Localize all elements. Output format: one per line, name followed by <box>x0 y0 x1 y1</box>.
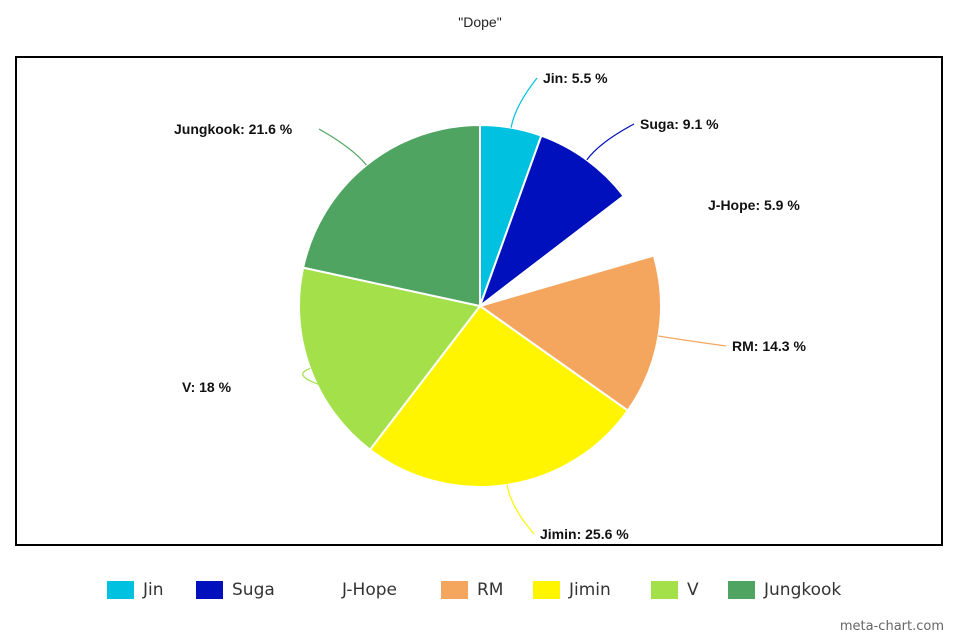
legend-label-v: V <box>687 580 699 600</box>
legend-label-jimin: Jimin <box>569 580 611 600</box>
legend-swatch-suga <box>196 581 223 599</box>
watermark: meta-chart.com <box>839 619 944 634</box>
slice-label-suga: Suga: 9.1 % <box>640 116 719 132</box>
connector-line-rm <box>658 335 727 347</box>
slice-label-jimin: Jimin: 25.6 % <box>540 526 629 542</box>
slice-label-rm: RM: 14.3 % <box>732 338 806 354</box>
slice-label-v: V: 18 % <box>182 379 232 395</box>
legend-item-jin[interactable]: Jin <box>107 576 164 604</box>
legend-swatch-v <box>651 581 678 599</box>
legend-item-rm[interactable]: RM <box>441 576 503 604</box>
connector-line-jungkook <box>318 128 367 166</box>
legend-item-jungkook[interactable]: Jungkook <box>728 576 841 604</box>
slice-label-jungkook: Jungkook: 21.6 % <box>174 121 293 137</box>
chart-title: "Dope" <box>458 14 502 30</box>
pie-slice-rm[interactable] <box>477 254 662 412</box>
legend-swatch-jin <box>107 581 134 599</box>
connector-line-j-hope <box>641 204 703 225</box>
legend-label-suga: Suga <box>232 580 275 600</box>
pie-slice-suga[interactable] <box>477 134 626 309</box>
connector-line-jimin <box>506 484 535 535</box>
slice-label-j-hope: J-Hope: 5.9 % <box>708 197 800 213</box>
legend-item-jimin[interactable]: Jimin <box>533 576 611 604</box>
legend: Jin Suga J-Hope RM Jimin V Jungkook <box>0 576 960 604</box>
connector-line-suga <box>586 123 635 161</box>
legend-swatch-jimin <box>533 581 560 599</box>
legend-swatch-jungkook <box>728 581 755 599</box>
slice-label-jin: Jin: 5.5 % <box>543 70 608 86</box>
pie-slice-v[interactable] <box>298 266 482 452</box>
legend-label-jin: Jin <box>143 580 164 600</box>
legend-swatch-j-hope <box>306 581 333 599</box>
connector-line-jin <box>510 77 538 128</box>
connector-line-v <box>302 367 328 388</box>
pie-slice-jimin[interactable] <box>368 304 630 488</box>
legend-swatch-rm <box>441 581 468 599</box>
legend-item-suga[interactable]: Suga <box>196 576 275 604</box>
legend-label-j-hope: J-Hope <box>342 580 397 600</box>
legend-item-j-hope[interactable]: J-Hope <box>306 576 397 604</box>
legend-item-v[interactable]: V <box>651 576 699 604</box>
legend-label-jungkook: Jungkook <box>764 580 842 600</box>
legend-label-rm: RM <box>477 580 504 600</box>
